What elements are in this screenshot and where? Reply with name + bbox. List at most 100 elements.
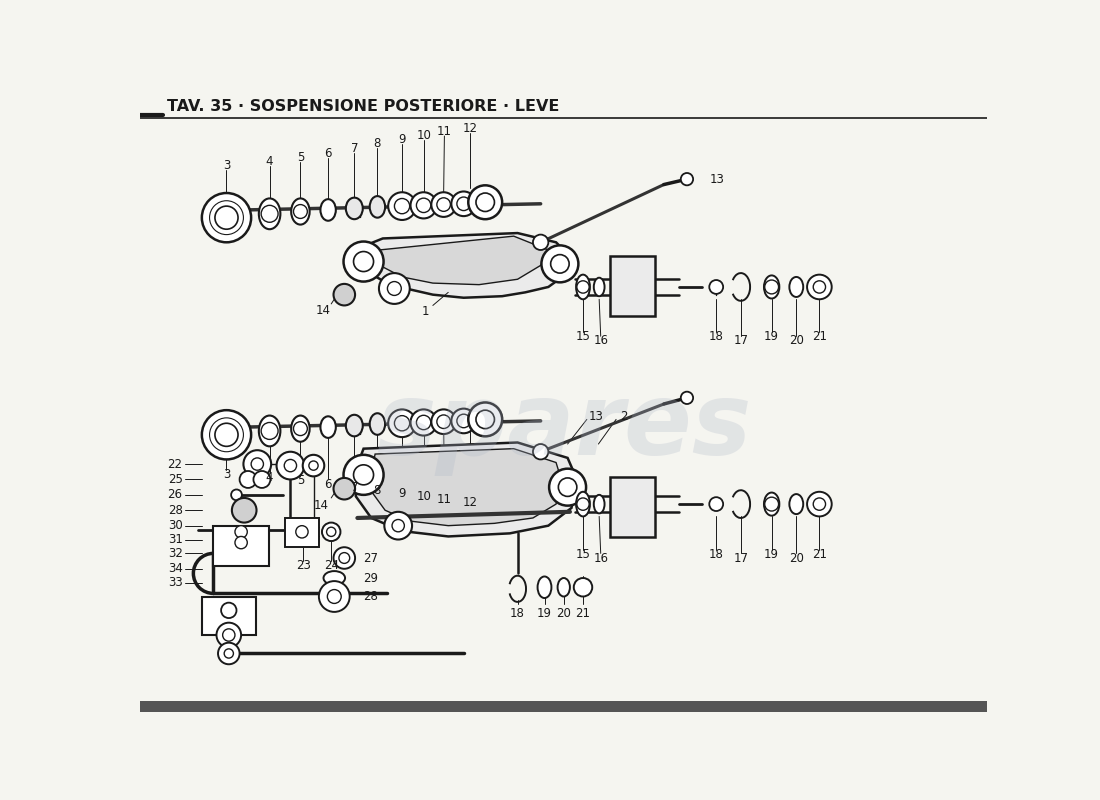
Circle shape: [710, 497, 723, 511]
Text: 12: 12: [462, 122, 477, 135]
Text: 10: 10: [416, 490, 431, 503]
Text: 21: 21: [812, 330, 827, 342]
Text: 20: 20: [557, 607, 571, 620]
Polygon shape: [354, 442, 578, 537]
Circle shape: [333, 284, 355, 306]
Text: 29: 29: [363, 571, 378, 585]
Circle shape: [469, 402, 502, 436]
Circle shape: [224, 649, 233, 658]
Circle shape: [476, 193, 495, 211]
Circle shape: [417, 198, 431, 213]
Circle shape: [388, 410, 416, 437]
Circle shape: [343, 242, 384, 282]
Ellipse shape: [370, 196, 385, 218]
Text: 32: 32: [167, 547, 183, 560]
Bar: [213, 526, 268, 566]
Circle shape: [235, 526, 248, 538]
Circle shape: [319, 581, 350, 612]
Bar: [609, 477, 654, 538]
Circle shape: [431, 410, 455, 434]
Circle shape: [576, 498, 590, 510]
Text: 6: 6: [324, 147, 332, 160]
Circle shape: [240, 471, 256, 488]
Text: 1: 1: [421, 305, 429, 318]
Circle shape: [333, 547, 355, 569]
Ellipse shape: [763, 275, 779, 298]
Circle shape: [807, 274, 832, 299]
Circle shape: [559, 478, 576, 496]
Text: 11: 11: [437, 125, 452, 138]
Circle shape: [437, 198, 450, 211]
Text: 2: 2: [620, 410, 628, 423]
Text: 7: 7: [351, 481, 359, 494]
Text: 23: 23: [296, 559, 311, 572]
Text: 3: 3: [223, 468, 230, 482]
Bar: [285, 518, 319, 547]
Text: 13: 13: [711, 173, 725, 186]
Circle shape: [214, 206, 238, 230]
Text: 16: 16: [593, 551, 608, 565]
Circle shape: [710, 280, 723, 294]
Circle shape: [456, 414, 471, 428]
Text: 27: 27: [363, 551, 378, 565]
Text: 20: 20: [789, 551, 804, 565]
Text: 9: 9: [398, 487, 406, 500]
Polygon shape: [372, 449, 562, 526]
Circle shape: [327, 527, 336, 537]
Text: 19: 19: [537, 607, 552, 620]
Text: 13: 13: [588, 410, 604, 423]
Text: 15: 15: [575, 330, 591, 342]
Text: TAV. 35 · SOSPENSIONE POSTERIORE · LEVE: TAV. 35 · SOSPENSIONE POSTERIORE · LEVE: [167, 99, 560, 114]
Ellipse shape: [323, 571, 345, 585]
Circle shape: [202, 193, 251, 242]
Circle shape: [576, 281, 590, 293]
Ellipse shape: [292, 198, 310, 225]
Circle shape: [534, 444, 549, 459]
Circle shape: [417, 415, 431, 430]
Circle shape: [541, 246, 579, 282]
Circle shape: [451, 191, 476, 216]
Text: 21: 21: [812, 548, 827, 561]
Text: 20: 20: [789, 334, 804, 347]
Circle shape: [813, 498, 825, 510]
Text: 3: 3: [223, 158, 230, 172]
Circle shape: [333, 478, 355, 499]
Circle shape: [218, 642, 240, 664]
Circle shape: [807, 492, 832, 517]
Circle shape: [410, 410, 437, 435]
Ellipse shape: [576, 492, 590, 517]
Circle shape: [388, 192, 416, 220]
Ellipse shape: [320, 199, 336, 221]
Circle shape: [296, 526, 308, 538]
Text: 11: 11: [437, 493, 452, 506]
Text: 34: 34: [167, 562, 183, 575]
Circle shape: [276, 452, 305, 479]
Text: 31: 31: [167, 533, 183, 546]
Text: 18: 18: [708, 330, 724, 342]
Circle shape: [235, 537, 248, 549]
Circle shape: [353, 251, 374, 271]
Ellipse shape: [576, 274, 590, 299]
Text: 5: 5: [297, 151, 304, 164]
Circle shape: [261, 206, 278, 222]
Bar: [609, 256, 654, 316]
Ellipse shape: [594, 278, 605, 296]
Ellipse shape: [790, 277, 803, 297]
Bar: [202, 597, 255, 635]
Circle shape: [549, 469, 586, 506]
Circle shape: [284, 459, 297, 472]
Ellipse shape: [345, 414, 363, 436]
Circle shape: [309, 461, 318, 470]
Text: 30: 30: [168, 519, 183, 532]
Circle shape: [232, 498, 256, 522]
Circle shape: [395, 416, 409, 431]
Circle shape: [251, 458, 264, 470]
Text: 5: 5: [297, 474, 304, 487]
Circle shape: [410, 192, 437, 218]
Circle shape: [214, 423, 238, 446]
Circle shape: [339, 553, 350, 563]
Text: 33: 33: [168, 576, 183, 589]
Text: 19: 19: [764, 330, 779, 342]
Circle shape: [574, 578, 592, 597]
Circle shape: [294, 205, 307, 218]
